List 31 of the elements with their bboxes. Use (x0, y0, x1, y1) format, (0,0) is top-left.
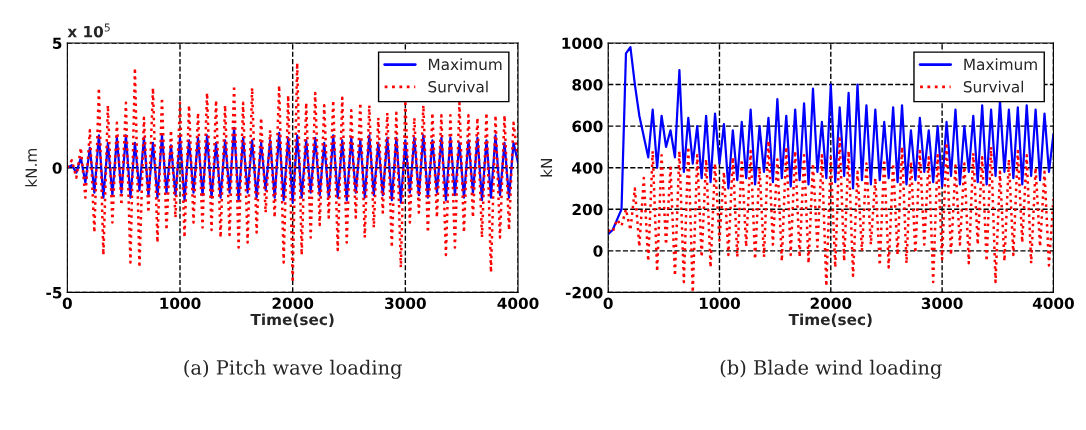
text: (b) Blade wind loading (720, 359, 942, 379)
x-tick-label: 0 (603, 297, 613, 310)
text: (a) Pitch wave loading (184, 359, 402, 379)
legend-label: Survival (963, 80, 1024, 93)
y-tick-label: 5 (53, 37, 62, 50)
text: x 10$^{5}$ (67, 23, 110, 38)
x-tick-label: 2000 (810, 297, 852, 310)
y-tick-label: 1000 (562, 37, 603, 50)
x-tick-label: 3000 (385, 297, 426, 310)
x-tick-label: 2000 (272, 297, 314, 310)
y-tick-label: 800 (572, 79, 603, 91)
x-axis-title: Time(sec) (250, 313, 334, 328)
legend-label: Maximum (428, 58, 502, 71)
y-tick-label: 0 (52, 162, 62, 174)
legend-label: Maximum (964, 58, 1037, 71)
y-tick-label: 0 (593, 245, 603, 257)
y-tick-label: 600 (572, 120, 603, 133)
x-tick-label: 0 (62, 297, 72, 310)
x-tick-label: 4000 (497, 297, 539, 310)
legend-label: Survival (428, 80, 488, 93)
y-tick-label: 200 (572, 203, 603, 216)
y-axis-title: kN.m (25, 148, 37, 187)
y-axis-title: kN (540, 159, 553, 177)
y-tick-label: 400 (572, 162, 603, 174)
x-tick-label: 3000 (921, 297, 963, 310)
y-tick-label: -5 (46, 287, 62, 299)
x-tick-label: 4000 (1032, 297, 1074, 310)
x-axis-title: Time(sec) (788, 313, 872, 328)
x-tick-label: 1000 (699, 297, 741, 310)
x-tick-label: 1000 (160, 297, 201, 310)
y-tick-label: -200 (565, 286, 603, 299)
